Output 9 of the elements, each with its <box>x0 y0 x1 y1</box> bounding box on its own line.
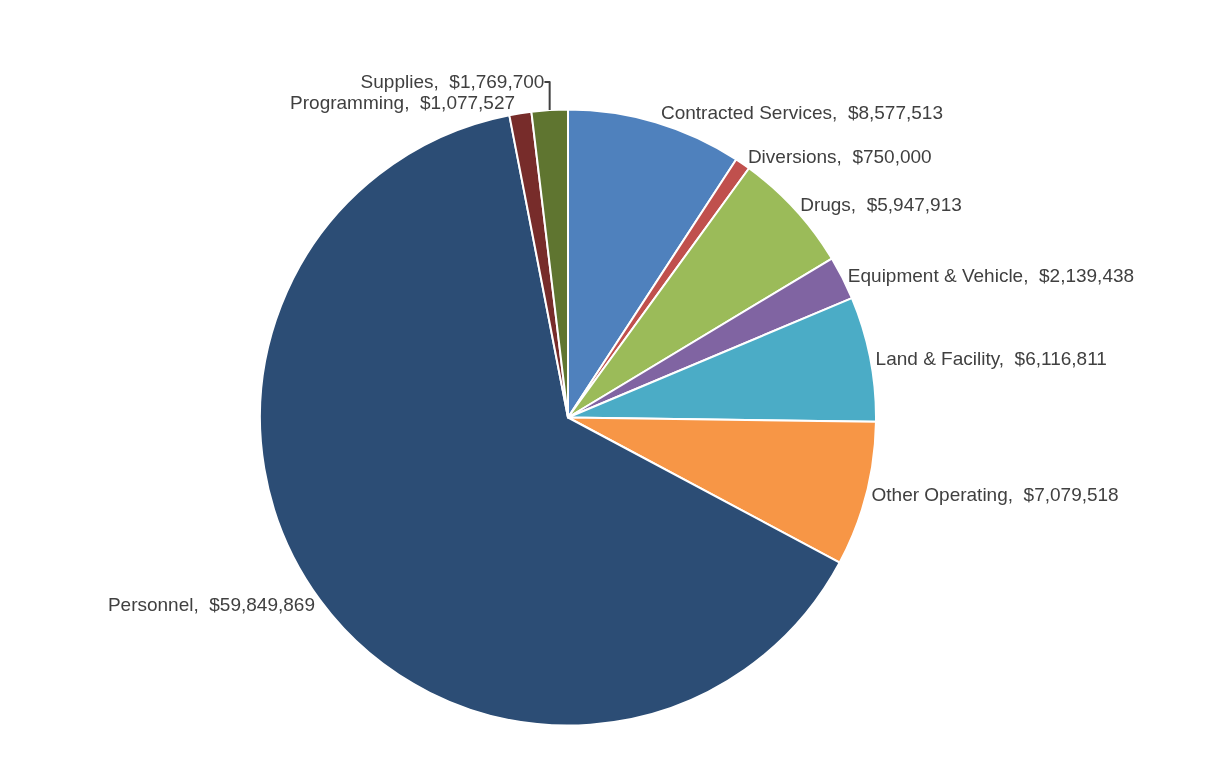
slice-label: Drugs, $5,947,913 <box>800 193 962 215</box>
slice-label: Programming, $1,077,527 <box>290 92 516 114</box>
slice-label: Personnel, $59,849,869 <box>107 593 315 615</box>
slice-label: Contracted Services, $8,577,513 <box>660 102 943 124</box>
slice-label: Other Operating, $7,079,518 <box>871 484 1119 506</box>
slice-label: Diversions, $750,000 <box>747 146 932 168</box>
slice-label: Supplies, $1,769,700 <box>360 71 545 93</box>
slice-label: Land & Facility, $6,116,811 <box>875 347 1107 369</box>
slice-label: Equipment & Vehicle, $2,139,438 <box>847 265 1135 287</box>
